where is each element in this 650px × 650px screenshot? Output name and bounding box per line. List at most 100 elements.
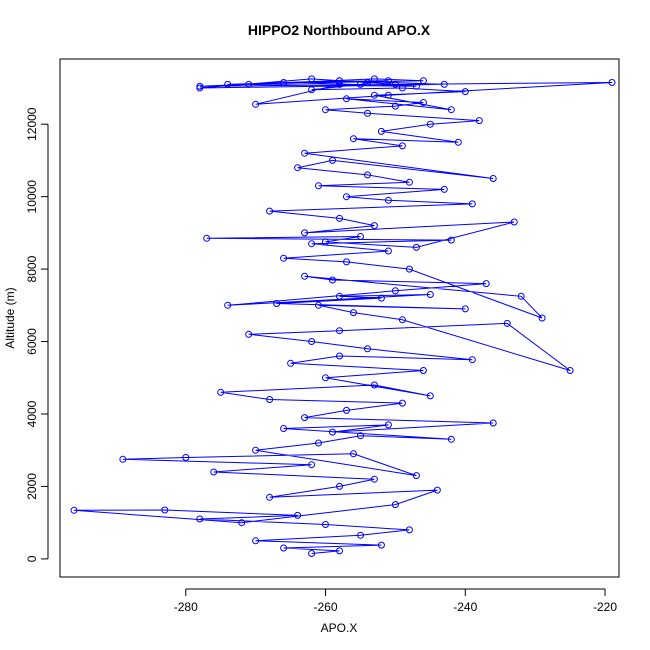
data-point: [391, 102, 399, 110]
y-tick-label: 2000: [25, 473, 39, 500]
data-point: [273, 300, 281, 307]
data-point: [336, 77, 343, 85]
data-point: [489, 175, 497, 182]
data-point: [391, 287, 399, 295]
data-point: [217, 388, 225, 396]
data-point: [224, 301, 232, 309]
data-point: [419, 77, 427, 85]
data-point: [377, 294, 385, 302]
data-point: [343, 193, 350, 201]
data-point: [454, 138, 462, 146]
data-point: [517, 292, 525, 300]
data-point: [426, 392, 434, 400]
data-point: [350, 309, 357, 317]
data-point: [196, 82, 204, 90]
data-point: [336, 292, 343, 300]
data-point: [322, 106, 329, 114]
data-point: [398, 84, 406, 92]
plot-frame: [59, 58, 620, 578]
data-point: [357, 432, 364, 440]
data-point: [538, 314, 546, 322]
data-point: [322, 238, 329, 246]
data-point: [370, 475, 378, 483]
data-point: [322, 374, 329, 382]
data-point: [405, 265, 413, 273]
data-point: [357, 233, 364, 240]
data-point: [440, 185, 448, 193]
data-point: [412, 82, 420, 90]
y-tick-label: 4000: [25, 400, 39, 427]
data-point: [70, 506, 78, 514]
data-point: [266, 396, 274, 403]
data-point: [412, 472, 420, 480]
data-point: [336, 214, 343, 222]
data-point: [391, 501, 399, 509]
data-point: [398, 142, 406, 150]
data-point: [245, 330, 253, 338]
data-point: [343, 95, 350, 103]
data-point: [440, 80, 448, 88]
data-point: [266, 207, 274, 215]
data-point: [566, 367, 574, 374]
data-point: [315, 301, 322, 309]
data-point: [447, 106, 455, 114]
data-point: [447, 435, 455, 443]
data-point: [384, 91, 392, 99]
data-point: [336, 482, 343, 490]
data-point: [280, 79, 288, 86]
data-point: [301, 414, 309, 422]
data-point: [252, 446, 260, 454]
x-tick-label: -220: [593, 600, 617, 614]
data-point: [294, 164, 302, 172]
data-point: [203, 234, 211, 242]
data-point: [294, 511, 302, 519]
data-point: [280, 425, 288, 432]
data-point: [364, 171, 371, 179]
data-point: [308, 338, 316, 345]
data-point: [343, 406, 350, 414]
data-point: [419, 99, 427, 106]
data-point: [357, 531, 364, 539]
data-point: [315, 182, 322, 190]
data-point: [364, 345, 371, 353]
data-point: [391, 80, 399, 88]
data-point: [266, 493, 274, 501]
data-point: [405, 178, 413, 186]
data-point: [370, 91, 378, 99]
data-point: [384, 77, 392, 85]
y-tick-label: 8000: [25, 255, 39, 282]
data-point: [336, 327, 343, 335]
data-point: [301, 229, 309, 237]
data-point: [336, 547, 343, 555]
data-point: [398, 316, 406, 324]
chart-title: HIPPO2 Northbound APO.X: [248, 22, 431, 38]
data-point: [315, 439, 322, 447]
data-point: [370, 75, 378, 83]
y-axis: 0 2000 4000 6000 8000 10000 12000: [25, 107, 49, 562]
data-point: [322, 521, 329, 528]
data-point: [419, 367, 427, 374]
data-point: [252, 537, 260, 545]
data-point: [224, 80, 232, 88]
data-point: [280, 254, 288, 262]
data-point: [350, 135, 357, 143]
data-point: [182, 454, 190, 461]
data-point: [350, 450, 357, 458]
data-point: [357, 80, 364, 88]
data-layer: [70, 75, 616, 557]
data-point: [489, 419, 497, 427]
data-point: [426, 120, 434, 128]
data-point: [412, 243, 420, 251]
data-point: [252, 100, 260, 108]
data-point: [433, 486, 441, 494]
data-point: [510, 218, 518, 226]
y-tick-label: 12000: [25, 107, 39, 141]
y-axis-label: Altitude (m): [3, 287, 17, 348]
data-point: [468, 356, 476, 364]
data-point: [468, 200, 476, 208]
data-point: [461, 305, 469, 313]
data-point: [482, 280, 490, 288]
data-point: [301, 272, 309, 280]
data-point: [475, 117, 483, 125]
data-point: [308, 550, 316, 557]
